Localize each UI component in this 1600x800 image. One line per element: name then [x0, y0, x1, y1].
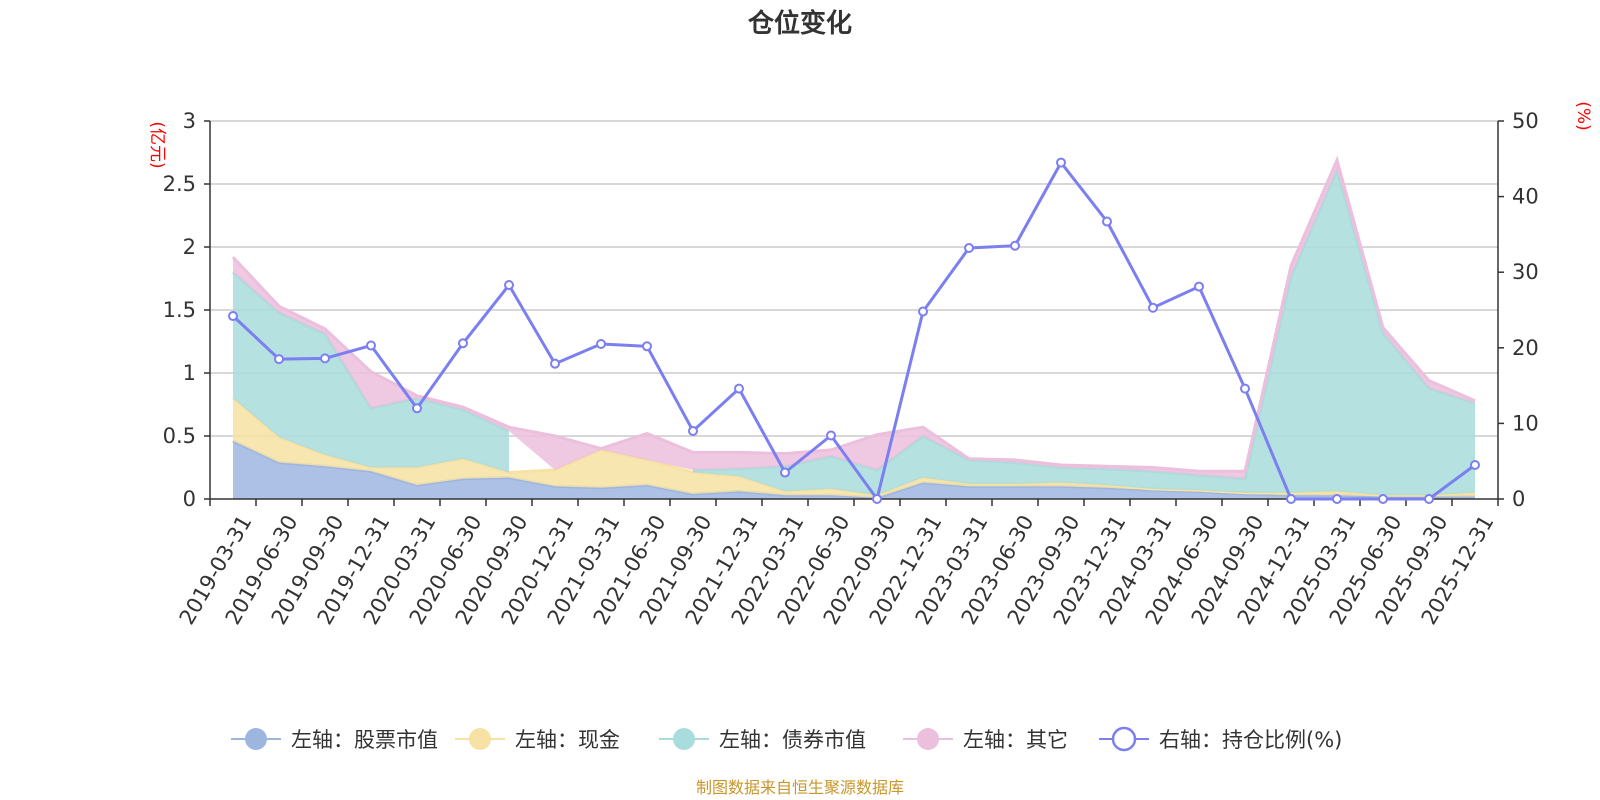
right-tick-label-2: 20	[1512, 336, 1539, 360]
ratio-point-17[interactable]	[1010, 240, 1020, 251]
ratio-point-13[interactable]	[826, 430, 836, 441]
legend-label-0: 左轴：股票市值	[291, 728, 438, 752]
source-note: 制图数据来自恒生聚源数据库	[696, 778, 904, 797]
right-tick-label-1: 10	[1512, 411, 1539, 435]
left-tick-label-1: 0.5	[163, 424, 196, 448]
left-tick-label-3: 1.5	[163, 298, 196, 322]
ratio-point-0[interactable]	[228, 311, 238, 322]
ratio-point-27[interactable]	[1470, 459, 1480, 470]
legend-marker-3	[917, 728, 939, 750]
chart-title: 仓位变化	[747, 8, 852, 39]
left-tick-label-2: 1	[183, 361, 196, 385]
ratio-point-24[interactable]	[1332, 494, 1342, 504]
area-series-2-segment-0	[233, 272, 509, 473]
ratio-point-2[interactable]	[320, 353, 330, 364]
legend-marker-2	[673, 728, 695, 750]
ratio-point-19[interactable]	[1102, 216, 1112, 227]
right-axis-unit: (%)	[1573, 101, 1593, 130]
right-tick-label-4: 40	[1512, 185, 1539, 209]
right-tick-label-5: 50	[1512, 109, 1539, 133]
legend-item-4[interactable]: 右轴：持仓比例(%)	[1099, 726, 1342, 752]
ratio-point-8[interactable]	[596, 339, 606, 350]
legend-marker-4	[1111, 726, 1137, 752]
ratio-point-12[interactable]	[780, 467, 790, 478]
left-axis-unit: (亿元)	[147, 121, 167, 168]
legend-label-1: 左轴：现金	[515, 728, 620, 752]
ratio-point-4[interactable]	[412, 403, 422, 414]
ratio-point-5[interactable]	[458, 338, 468, 349]
legend-item-2[interactable]: 左轴：债券市值	[659, 728, 866, 752]
left-tick-label-6: 3	[183, 109, 196, 133]
left-tick-label-5: 2.5	[163, 172, 196, 196]
ratio-point-9[interactable]	[642, 341, 652, 352]
area-edge-series-3-segment-0	[231, 155, 1476, 473]
ratio-line	[228, 157, 1480, 504]
ratio-point-3[interactable]	[366, 340, 376, 351]
legend-label-2: 左轴：债券市值	[719, 728, 866, 752]
ratio-point-21[interactable]	[1194, 281, 1204, 292]
left-tick-label-4: 2	[183, 235, 196, 259]
legend-marker-1	[469, 728, 491, 750]
ratio-point-14[interactable]	[872, 494, 882, 504]
ratio-point-26[interactable]	[1424, 494, 1434, 504]
ratio-point-20[interactable]	[1148, 302, 1158, 313]
left-tick-label-0: 0	[183, 487, 196, 511]
ratio-point-25[interactable]	[1378, 494, 1388, 504]
ratio-point-1[interactable]	[274, 354, 284, 365]
area-series-2-segment-1	[693, 170, 1475, 496]
ratio-point-15[interactable]	[918, 306, 928, 317]
ratio-point-10[interactable]	[688, 425, 698, 436]
right-tick-label-0: 0	[1512, 487, 1525, 511]
ratio-point-6[interactable]	[504, 280, 514, 291]
ratio-point-7[interactable]	[550, 358, 560, 369]
legend-item-3[interactable]: 左轴：其它	[903, 728, 1068, 752]
ratio-point-16[interactable]	[964, 243, 974, 254]
ratio-point-11[interactable]	[734, 383, 744, 394]
area-series-1-segment-0	[233, 398, 1475, 498]
legend-item-1[interactable]: 左轴：现金	[455, 728, 620, 752]
legend: 左轴：股票市值 左轴：现金 左轴：债券市值 左轴：其它 右轴：持仓比例(%)	[231, 726, 1342, 752]
legend-marker-0	[245, 728, 267, 750]
stacked-areas	[231, 155, 1476, 500]
ratio-point-18[interactable]	[1056, 157, 1066, 168]
right-tick-label-3: 30	[1512, 260, 1539, 284]
ratio-line-path	[231, 159, 1476, 503]
legend-label-4: 右轴：持仓比例(%)	[1159, 728, 1342, 752]
legend-item-0[interactable]: 左轴：股票市值	[231, 728, 438, 752]
legend-label-3: 左轴：其它	[963, 728, 1068, 752]
ratio-point-23[interactable]	[1286, 494, 1296, 504]
ratio-point-22[interactable]	[1240, 383, 1250, 394]
